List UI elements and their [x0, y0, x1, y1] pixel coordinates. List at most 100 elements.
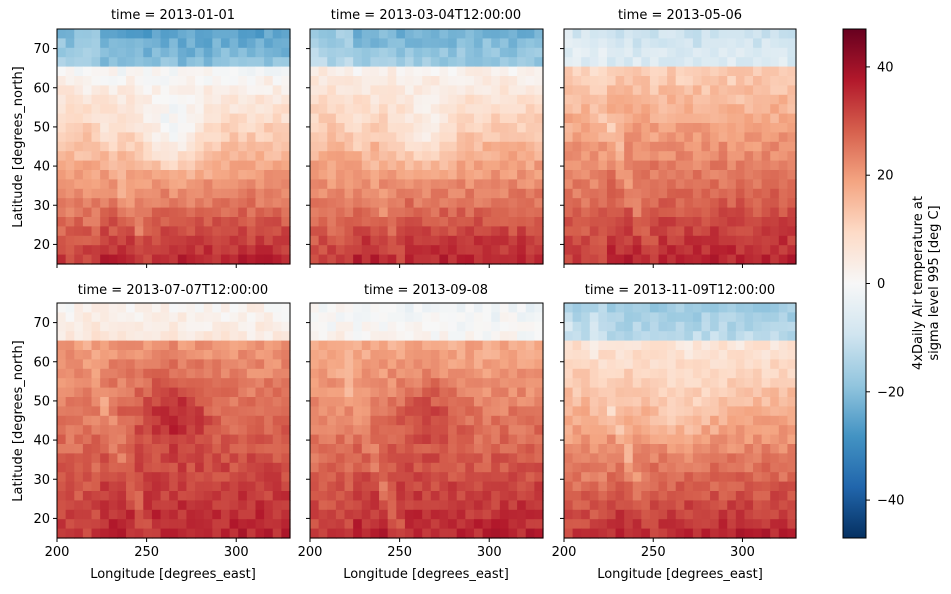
heat-cell: [57, 132, 67, 143]
heat-cell: [589, 76, 599, 86]
heat-cell: [615, 66, 625, 77]
heat-cell: [735, 509, 746, 520]
heat-cell: [710, 340, 720, 351]
heat-cell: [692, 123, 703, 133]
heat-cell: [517, 188, 527, 199]
heat-cell: [641, 151, 651, 162]
heat-cell: [396, 481, 406, 492]
heat-cell: [74, 94, 84, 105]
heat-cell: [126, 434, 136, 445]
heat-cell: [186, 387, 196, 398]
heat-cell: [318, 113, 328, 124]
heat-cell: [692, 331, 703, 342]
heat-cell: [649, 321, 660, 332]
heat-cell: [82, 491, 93, 501]
heat-cell: [246, 425, 257, 436]
heat-cell: [439, 104, 449, 115]
heat-cell: [641, 312, 651, 323]
heat-cell: [203, 235, 213, 246]
heat-cell: [160, 415, 170, 426]
heat-cell: [281, 188, 291, 199]
heat-cell: [246, 235, 257, 246]
heat-cell: [473, 226, 484, 237]
heat-cell: [318, 434, 328, 445]
heat-cell: [735, 245, 746, 256]
heat-cell: [465, 123, 475, 133]
heat-cell: [499, 66, 510, 77]
heat-cell: [684, 104, 694, 115]
heat-cell: [264, 217, 274, 227]
heat-cell: [379, 491, 389, 501]
heat-cell: [735, 254, 746, 265]
heat-cell: [186, 141, 196, 152]
heat-cell: [126, 66, 136, 77]
heat-cell: [186, 331, 196, 342]
heat-cell: [57, 491, 67, 501]
heat-cell: [482, 331, 492, 342]
heat-cell: [422, 444, 432, 454]
heat-cell: [318, 104, 328, 115]
heat-cell: [238, 340, 248, 351]
heat-cell: [624, 47, 634, 58]
heat-cell: [281, 141, 291, 152]
heat-cell: [65, 170, 75, 180]
heat-cell: [465, 368, 475, 379]
heat-cell: [281, 66, 291, 77]
heat-cell: [658, 359, 668, 370]
heat-cell: [684, 425, 694, 436]
heat-cell: [735, 235, 746, 246]
heat-cell: [624, 245, 634, 256]
heat-cell: [229, 66, 239, 77]
heat-cell: [508, 387, 518, 398]
heat-cell: [491, 188, 501, 199]
heat-cell: [387, 29, 397, 39]
heat-cell: [778, 160, 788, 171]
heat-cell: [318, 123, 328, 133]
heat-cell: [57, 170, 67, 180]
heat-cell: [422, 113, 432, 124]
heat-cell: [264, 453, 274, 464]
heat-cell: [169, 141, 179, 152]
heat-cell: [615, 217, 625, 227]
heat-cell: [318, 509, 328, 520]
heat-cell: [143, 38, 153, 49]
heat-cell: [370, 170, 380, 180]
heat-cell: [606, 312, 617, 323]
heat-cell: [727, 321, 737, 332]
heat-cell: [57, 453, 67, 464]
heat-cell: [727, 179, 737, 190]
heat-cell: [491, 245, 501, 256]
heat-cell: [675, 94, 685, 105]
heat-cell: [525, 444, 535, 454]
heat-cell: [195, 104, 205, 115]
heat-cell: [581, 359, 591, 370]
heat-cell: [615, 188, 625, 199]
heat-cell: [744, 104, 754, 115]
heat-cell: [169, 378, 179, 389]
heat-cell: [134, 519, 144, 530]
heat-cell: [229, 500, 239, 511]
heat-cell: [396, 368, 406, 379]
heat-cell: [264, 312, 274, 323]
heat-cell: [413, 387, 423, 398]
heat-cell: [615, 321, 625, 332]
heat-cell: [534, 113, 544, 124]
heat-cell: [379, 406, 389, 417]
heat-cell: [564, 217, 574, 227]
heat-cell: [203, 509, 213, 520]
heat-cell: [100, 434, 110, 445]
heat-cell: [701, 331, 711, 342]
heat-cell: [718, 113, 728, 124]
heat-cell: [229, 76, 239, 86]
heat-cell: [718, 188, 728, 199]
heat-cell: [134, 444, 144, 454]
heat-cell: [581, 29, 591, 39]
heat-cell: [439, 141, 449, 152]
heat-cell: [448, 462, 458, 473]
heat-cell: [387, 113, 397, 124]
heat-cell: [525, 104, 535, 115]
heat-cell: [100, 94, 110, 105]
heat-cell: [770, 500, 780, 511]
heat-cell: [82, 415, 93, 426]
heat-cell: [264, 378, 274, 389]
